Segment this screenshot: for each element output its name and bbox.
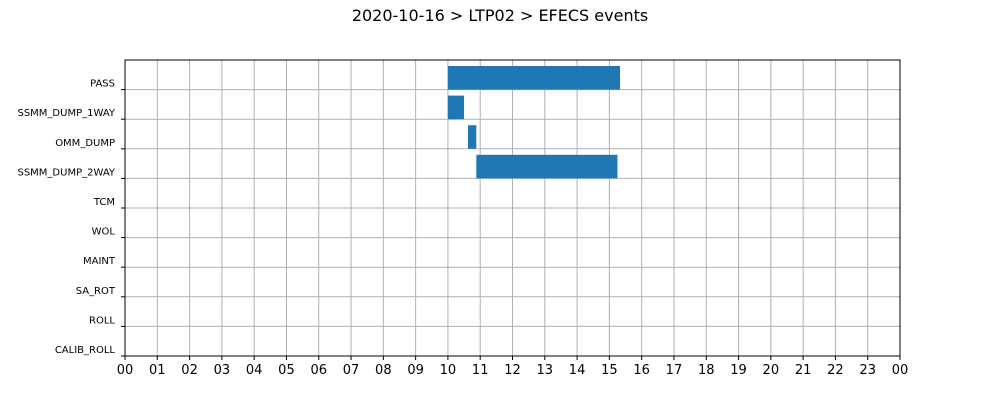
x-tick-label: 07 xyxy=(343,363,360,378)
x-tick-label: 00 xyxy=(117,363,134,378)
x-tick-label: 21 xyxy=(795,363,812,378)
x-tick-label: 13 xyxy=(537,363,554,378)
x-tick-label: 03 xyxy=(214,363,231,378)
y-tick-label: PASS xyxy=(90,79,115,90)
y-tick-label: MAINT xyxy=(83,256,116,267)
x-tick-label: 20 xyxy=(763,363,780,378)
y-tick-label: CALIB_ROLL xyxy=(55,345,116,356)
x-tick-label: 19 xyxy=(730,363,747,378)
x-tick-label: 10 xyxy=(440,363,457,378)
y-tick-label: SSMM_DUMP_2WAY xyxy=(17,167,115,178)
x-tick-label: 04 xyxy=(246,363,263,378)
x-tick-label: 14 xyxy=(569,363,586,378)
x-tick-label: 22 xyxy=(827,363,844,378)
grid-lines xyxy=(124,60,901,356)
x-tick-label: 17 xyxy=(666,363,683,378)
x-tick-label: 12 xyxy=(504,363,521,378)
axis-ticks: 00 01 02 03 04 05 06 07 08 09 10 11 12 13 14 15 16 17 18 19… xyxy=(17,79,908,378)
y-tick-label: TCM xyxy=(93,197,115,208)
x-tick-label: 15 xyxy=(601,363,618,378)
x-tick-label: 16 xyxy=(633,363,650,378)
event-bars xyxy=(447,66,621,179)
y-tick-label: ROLL xyxy=(89,315,115,326)
y-tick-label: SSMM_DUMP_1WAY xyxy=(17,108,115,119)
y-tick-label: SA_ROT xyxy=(76,286,116,297)
x-tick-label: 08 xyxy=(375,363,392,378)
y-tick-label: WOL xyxy=(92,227,116,238)
chart-title: 2020-10-16 > LTP02 > EFECS events xyxy=(351,6,649,25)
x-tick-label: 02 xyxy=(181,363,198,378)
event-bar xyxy=(467,125,477,149)
x-tick-label: 09 xyxy=(407,363,424,378)
event-bar xyxy=(476,154,618,179)
event-bar xyxy=(447,66,621,90)
y-tick-label: OMM_DUMP xyxy=(55,138,115,149)
x-tick-label: 01 xyxy=(149,363,166,378)
x-tick-label: 18 xyxy=(698,363,715,378)
x-tick-label: 05 xyxy=(278,363,295,378)
x-tick-label: 06 xyxy=(310,363,327,378)
event-bar xyxy=(447,95,465,120)
x-tick-label: 23 xyxy=(859,363,876,378)
x-tick-label: 00 xyxy=(892,363,909,378)
x-tick-label: 11 xyxy=(472,363,489,378)
